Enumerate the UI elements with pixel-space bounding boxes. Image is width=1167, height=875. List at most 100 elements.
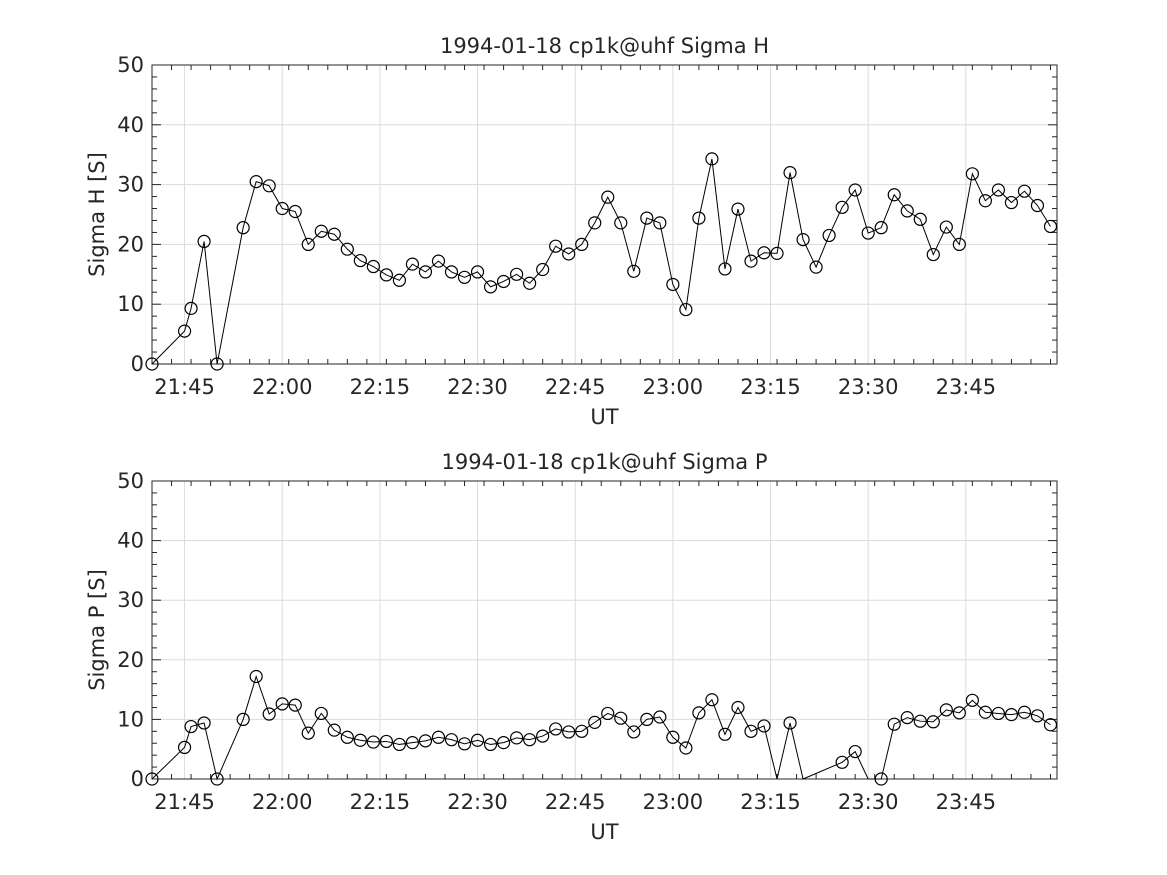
data-point bbox=[718, 262, 732, 276]
chart-panel-1: 0 10 20 30 40 50 21:45 22:00 22:15 22:30 22:45 23:0… bbox=[85, 34, 1058, 429]
series-line bbox=[151, 158, 1051, 365]
y-tick-label: 30 bbox=[117, 173, 144, 197]
data-point bbox=[314, 224, 328, 238]
data-point bbox=[523, 276, 537, 290]
data-point bbox=[457, 270, 472, 284]
data-point bbox=[965, 167, 979, 181]
data-point bbox=[575, 237, 589, 251]
data-point bbox=[405, 736, 420, 750]
data-point bbox=[236, 221, 250, 235]
data-point bbox=[679, 302, 693, 317]
data-point bbox=[731, 700, 745, 715]
data-point bbox=[796, 233, 810, 247]
plot-area-frame bbox=[151, 480, 1058, 780]
x-tick-label: 23:00 bbox=[643, 375, 704, 399]
x-tick-label: 23:45 bbox=[936, 375, 997, 399]
data-point bbox=[496, 274, 511, 289]
data-point bbox=[184, 301, 198, 315]
data-point bbox=[549, 722, 563, 736]
y-tick-label: 0 bbox=[131, 767, 144, 791]
data-point bbox=[757, 719, 771, 733]
data-point bbox=[470, 733, 485, 747]
data-point bbox=[510, 267, 524, 281]
y-tick-label: 20 bbox=[117, 232, 144, 256]
data-point bbox=[1017, 184, 1032, 198]
data-point bbox=[327, 723, 341, 737]
data-point bbox=[952, 706, 966, 720]
axis-ticks bbox=[151, 480, 1057, 780]
data-point bbox=[197, 716, 211, 730]
data-point bbox=[510, 731, 524, 745]
data-point bbox=[177, 324, 192, 338]
x-axis-label: UT bbox=[590, 405, 618, 429]
data-point bbox=[1043, 718, 1058, 732]
data-point bbox=[861, 226, 875, 240]
x-tick-label: 23:30 bbox=[838, 790, 899, 814]
data-point bbox=[705, 693, 719, 707]
x-tick-label: 21:45 bbox=[154, 790, 215, 814]
data-point bbox=[483, 280, 498, 294]
y-tick-label: 0 bbox=[131, 352, 144, 376]
x-tick-label: 23:45 bbox=[936, 790, 997, 814]
data-point bbox=[1004, 708, 1019, 722]
data-point bbox=[496, 736, 511, 750]
data-point bbox=[262, 179, 276, 193]
data-point bbox=[379, 268, 393, 282]
data-point bbox=[536, 729, 550, 743]
data-point bbox=[783, 716, 797, 730]
chart-title: 1994-01-18 cp1k@uhf Sigma P bbox=[442, 450, 768, 474]
data-point bbox=[210, 772, 224, 786]
x-tick-label: 23:00 bbox=[643, 790, 704, 814]
data-point bbox=[848, 183, 862, 197]
data-point bbox=[809, 260, 823, 274]
data-point bbox=[444, 265, 459, 279]
x-tick-label: 23:30 bbox=[838, 375, 899, 399]
data-point bbox=[770, 246, 784, 260]
x-tick-label: 23:15 bbox=[740, 375, 801, 399]
data-point bbox=[705, 152, 719, 166]
data-point bbox=[145, 357, 159, 371]
data-point bbox=[366, 735, 380, 749]
data-point bbox=[340, 242, 354, 256]
data-point bbox=[939, 220, 953, 234]
data-point bbox=[366, 259, 380, 274]
data-point bbox=[666, 730, 680, 744]
data-point bbox=[275, 201, 289, 216]
data-point bbox=[588, 216, 602, 230]
data-point bbox=[640, 712, 654, 727]
data-point bbox=[249, 175, 263, 189]
data-point bbox=[913, 714, 927, 728]
data-point bbox=[757, 246, 771, 260]
y-axis-label: Sigma H [S] bbox=[85, 152, 109, 277]
data-point bbox=[379, 734, 393, 749]
grid-lines bbox=[152, 65, 1057, 364]
data-point bbox=[887, 717, 901, 731]
data-point bbox=[431, 254, 446, 268]
x-tick-label: 23:15 bbox=[740, 790, 801, 814]
x-tick-label: 21:45 bbox=[154, 375, 215, 399]
data-point bbox=[692, 211, 706, 225]
data-point bbox=[731, 202, 745, 216]
data-point bbox=[562, 725, 576, 739]
x-tick-label: 22:30 bbox=[447, 375, 508, 399]
data-point bbox=[1030, 198, 1045, 213]
data-point bbox=[822, 228, 836, 243]
data-point bbox=[301, 726, 315, 740]
data-point bbox=[614, 711, 628, 725]
data-point bbox=[444, 733, 459, 747]
data-series bbox=[145, 152, 1058, 371]
plot-area-frame bbox=[151, 64, 1058, 365]
data-point bbox=[926, 715, 940, 729]
data-point bbox=[653, 710, 667, 724]
data-point bbox=[692, 706, 706, 720]
y-tick-label: 40 bbox=[117, 529, 144, 553]
x-axis-label: UT bbox=[590, 820, 618, 844]
data-point bbox=[575, 724, 589, 738]
data-point bbox=[340, 730, 354, 744]
data-point bbox=[275, 697, 289, 711]
data-point bbox=[457, 737, 472, 751]
data-point bbox=[470, 265, 485, 279]
data-point bbox=[835, 200, 849, 214]
x-tick-label: 22:45 bbox=[545, 790, 606, 814]
